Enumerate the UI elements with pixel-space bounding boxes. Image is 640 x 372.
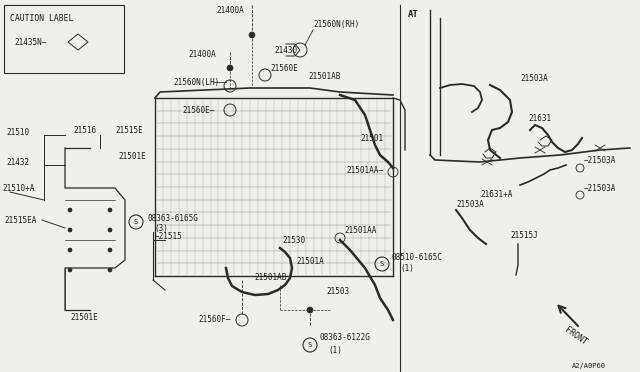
Text: A2/A0P60: A2/A0P60: [572, 363, 606, 369]
Text: 21515J: 21515J: [510, 231, 538, 240]
Circle shape: [68, 248, 72, 252]
Text: 21400A: 21400A: [188, 49, 216, 58]
Text: 21560E—: 21560E—: [182, 106, 214, 115]
Circle shape: [68, 208, 72, 212]
Text: 21560N(RH): 21560N(RH): [313, 19, 359, 29]
Text: 21560N(LH): 21560N(LH): [173, 77, 220, 87]
Text: 08363-6165G: 08363-6165G: [148, 214, 199, 222]
Circle shape: [68, 268, 72, 272]
Text: 21501A: 21501A: [296, 257, 324, 266]
Text: 08510-6165C: 08510-6165C: [392, 253, 443, 263]
Text: 21516: 21516: [73, 125, 96, 135]
Text: 21501AA—: 21501AA—: [346, 166, 383, 174]
Text: 21510+A: 21510+A: [2, 183, 35, 192]
Text: 08363-6122G: 08363-6122G: [320, 334, 371, 343]
Circle shape: [68, 228, 72, 232]
Text: (3): (3): [154, 224, 168, 232]
Text: 21435N—: 21435N—: [14, 38, 46, 46]
Text: 21430: 21430: [274, 45, 297, 55]
Text: 21515EA: 21515EA: [4, 215, 36, 224]
Text: −21503A: −21503A: [584, 183, 616, 192]
Text: 21501E: 21501E: [70, 314, 98, 323]
Text: AT: AT: [408, 10, 419, 19]
Bar: [4, 5, 124, 73]
Text: 21501AA: 21501AA: [344, 225, 376, 234]
Text: 21530: 21530: [282, 235, 305, 244]
Text: CAUTION LABEL: CAUTION LABEL: [10, 13, 74, 22]
Text: (1): (1): [328, 346, 342, 355]
Text: −21515: −21515: [155, 231, 183, 241]
Text: 21631: 21631: [528, 113, 551, 122]
Text: (1): (1): [400, 263, 414, 273]
Text: 21432: 21432: [6, 157, 29, 167]
Circle shape: [108, 268, 112, 272]
Text: 21501: 21501: [360, 134, 383, 142]
Circle shape: [108, 248, 112, 252]
Text: 21503: 21503: [326, 288, 349, 296]
Circle shape: [227, 65, 233, 71]
Text: 21501AB: 21501AB: [254, 273, 286, 282]
Text: 21503A: 21503A: [456, 199, 484, 208]
Circle shape: [108, 228, 112, 232]
Text: 21631+A: 21631+A: [480, 189, 513, 199]
Text: 21400A: 21400A: [216, 6, 244, 15]
Circle shape: [249, 32, 255, 38]
Text: 21503A: 21503A: [520, 74, 548, 83]
Text: S: S: [380, 261, 384, 267]
Text: 21510: 21510: [6, 128, 29, 137]
Text: −21503A: −21503A: [584, 155, 616, 164]
Circle shape: [307, 307, 313, 313]
Text: 21560F—: 21560F—: [198, 315, 230, 324]
Text: S: S: [308, 342, 312, 348]
Circle shape: [108, 208, 112, 212]
Text: 21515E: 21515E: [115, 125, 143, 135]
Text: FRONT: FRONT: [563, 325, 589, 347]
Text: 21501E: 21501E: [118, 151, 146, 160]
Text: 21501AB: 21501AB: [308, 71, 340, 80]
Text: 21560E: 21560E: [270, 64, 298, 73]
Text: S: S: [134, 219, 138, 225]
